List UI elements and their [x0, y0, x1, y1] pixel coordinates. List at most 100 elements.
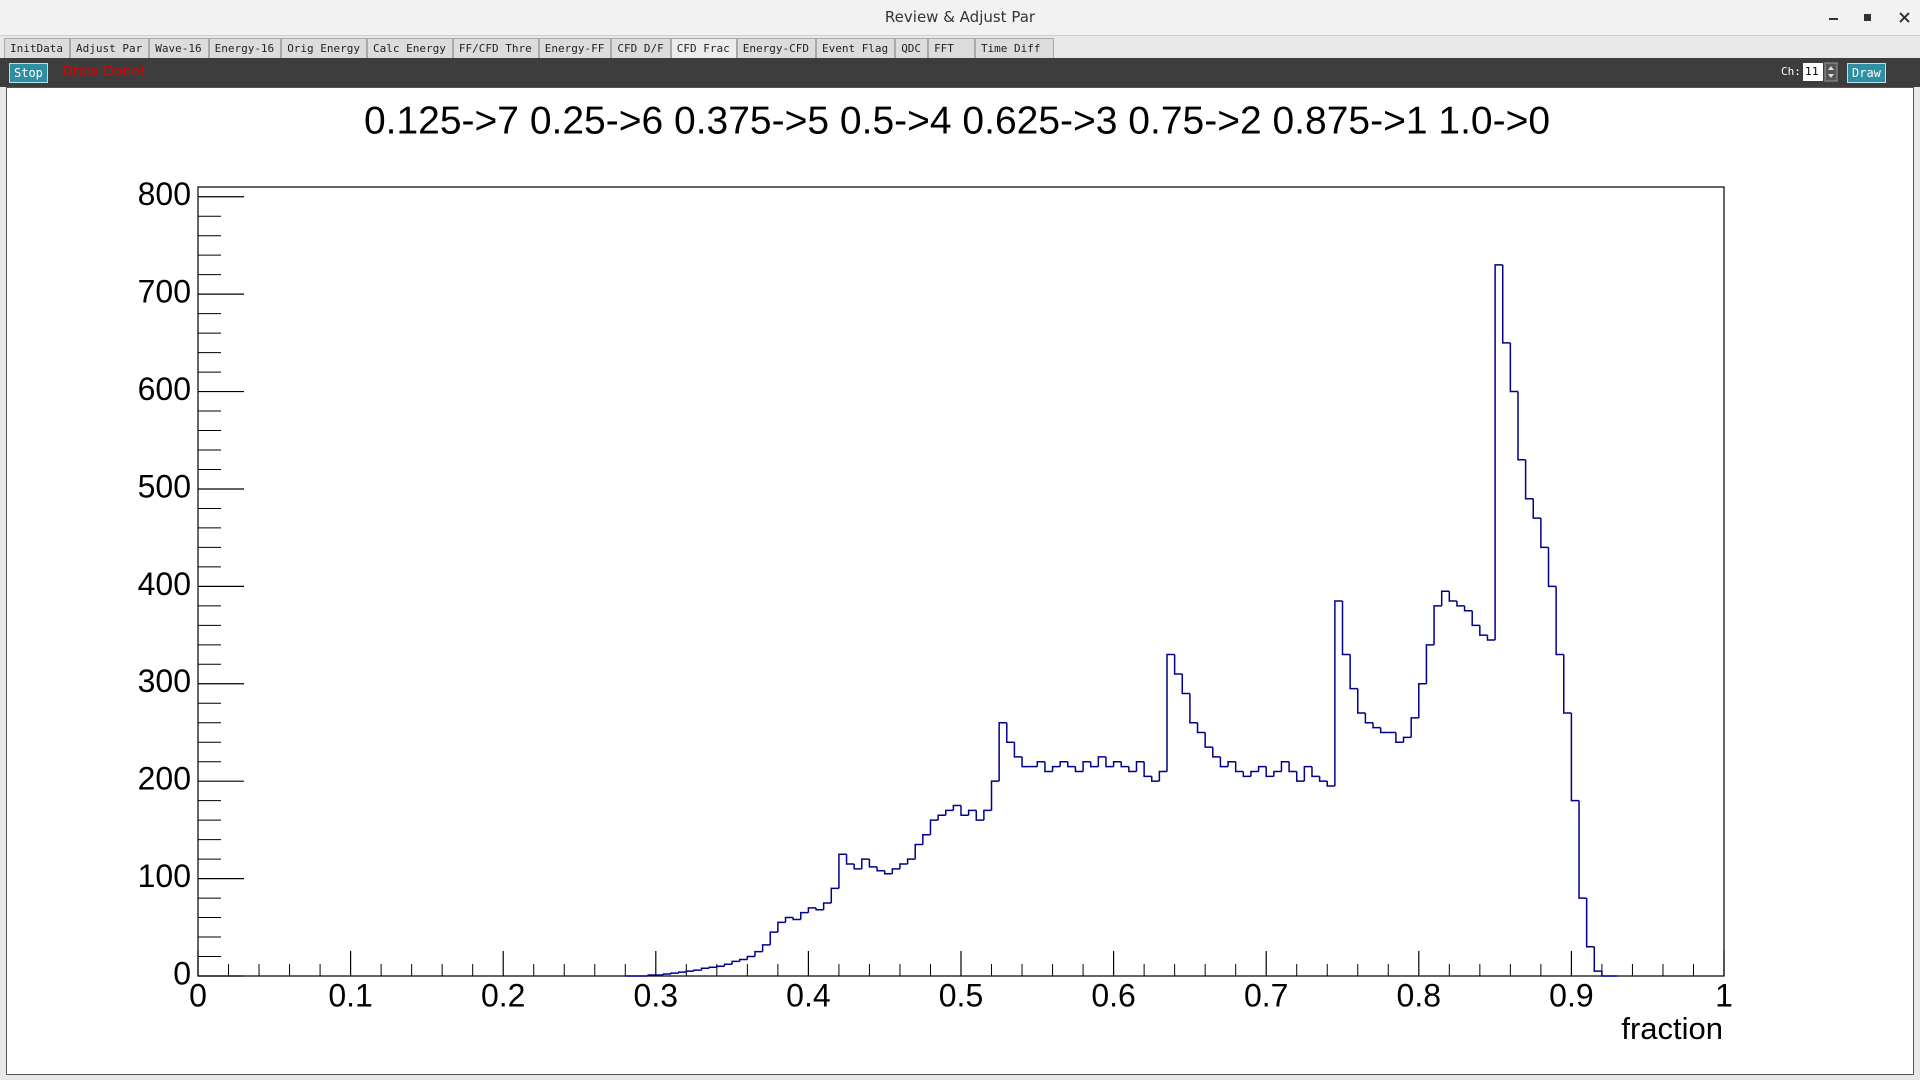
chart: 0.125->7 0.25->6 0.375->5 0.5->4 0.625->…: [138, 99, 1733, 1046]
histogram-step: [1486, 635, 1496, 641]
y-tick-label: 400: [138, 566, 191, 602]
histogram-step: [708, 966, 717, 969]
histogram-step: [838, 853, 847, 889]
x-tick-label: 0.5: [939, 977, 983, 1013]
histogram-step: [1341, 600, 1351, 656]
tab[interactable]: Adjust Par: [69, 38, 150, 58]
tab[interactable]: Wave-16: [149, 38, 209, 58]
x-tick-label: 1: [1715, 977, 1733, 1013]
histogram-step: [960, 805, 969, 817]
histogram-step: [876, 866, 885, 872]
histogram-step: [1234, 761, 1244, 773]
histogram-step: [761, 944, 771, 952]
histogram-step: [1372, 722, 1381, 729]
histogram-step: [1563, 654, 1572, 714]
histogram-step: [1189, 693, 1198, 724]
histogram-step: [868, 859, 878, 868]
tab-active[interactable]: CFD Frac: [670, 38, 737, 58]
histogram-step: [1318, 776, 1328, 782]
histogram-step: [1036, 760, 1045, 767]
histogram-step: [1425, 644, 1435, 684]
histogram-step: [1479, 625, 1488, 636]
stop-button[interactable]: Stop: [9, 63, 48, 83]
histogram-step: [700, 967, 710, 971]
histogram-step: [1501, 264, 1511, 344]
histogram-step: [777, 921, 786, 933]
histogram-step: [1074, 766, 1084, 773]
histogram-step: [731, 960, 740, 965]
tab[interactable]: QDC: [895, 38, 929, 58]
histogram-step: [822, 902, 832, 910]
histogram-step: [1006, 722, 1015, 743]
histogram-step: [1585, 898, 1595, 948]
histogram-step: [792, 917, 801, 921]
tab[interactable]: CFD D/F: [611, 38, 671, 58]
channel-label: Ch:: [1781, 65, 1801, 78]
histogram-step: [1250, 770, 1259, 777]
histogram-step: [929, 819, 939, 835]
histogram-step: [1532, 498, 1541, 519]
tab[interactable]: Energy-FF: [538, 38, 612, 58]
draw-button[interactable]: Draw: [1847, 63, 1886, 83]
histogram-step: [1257, 765, 1267, 772]
tab[interactable]: Calc Energy: [367, 38, 453, 58]
histogram-step: [967, 809, 977, 816]
histogram-step: [1212, 747, 1221, 758]
tab[interactable]: Time Diff: [974, 38, 1054, 58]
histogram-step: [1295, 771, 1305, 782]
histogram-step: [1517, 391, 1526, 461]
toolbar: Stop Draw Done! Ch: 11 Draw: [0, 58, 1920, 87]
tab[interactable]: InitData: [4, 38, 70, 58]
histogram-step: [1379, 727, 1389, 734]
y-tick-label: 200: [138, 761, 191, 797]
histogram-step: [952, 804, 961, 811]
histogram-step: [1021, 756, 1030, 768]
chart-title: 0.125->7 0.25->6 0.375->5 0.5->4 0.625->…: [364, 99, 1550, 142]
histogram-step: [1326, 781, 1335, 787]
histogram-step: [1166, 653, 1175, 772]
tab[interactable]: FF/CFD Thre: [452, 38, 539, 58]
histogram-step: [647, 974, 656, 976]
histogram-step: [1067, 761, 1076, 768]
histogram-step: [1196, 722, 1206, 734]
tab[interactable]: Energy-16: [208, 38, 282, 58]
histogram-step: [1547, 547, 1557, 588]
histogram-step: [1204, 732, 1213, 748]
tab[interactable]: Orig Energy: [281, 38, 368, 58]
histogram-step: [1410, 717, 1419, 738]
channel-input[interactable]: 11: [1803, 63, 1823, 81]
y-tick-label: 700: [138, 274, 191, 310]
tab[interactable]: FFT: [928, 38, 975, 58]
histogram-step: [1456, 600, 1465, 607]
histogram-step: [899, 863, 908, 869]
histogram-step: [662, 973, 672, 976]
histogram-step: [853, 863, 862, 870]
histogram-step: [769, 931, 778, 945]
histogram-step: [990, 780, 1000, 811]
histogram-step: [1051, 765, 1061, 772]
histogram-step: [1143, 761, 1152, 778]
histogram-step: [685, 970, 694, 973]
histogram-step: [1059, 760, 1068, 767]
x-axis-label: fraction: [1621, 1011, 1723, 1046]
tab[interactable]: Event Flag: [815, 38, 896, 58]
histogram-step: [937, 814, 946, 821]
y-tick-label: 600: [138, 371, 191, 407]
histogram-step: [1158, 770, 1168, 782]
x-tick-label: 0.4: [786, 977, 830, 1013]
spinner: [1824, 62, 1838, 82]
histogram-step: [1112, 760, 1122, 767]
maximize-button[interactable]: [1864, 14, 1871, 21]
histogram-step: [1105, 756, 1114, 768]
close-button[interactable]: [1899, 12, 1910, 23]
histogram-step: [1288, 761, 1297, 773]
status-text: Draw Done!: [62, 64, 146, 80]
x-tick-label: 0.6: [1091, 977, 1135, 1013]
histogram-step: [1357, 688, 1366, 714]
histogram-step: [1128, 766, 1137, 773]
histogram-step: [983, 809, 992, 821]
tab[interactable]: Energy-CFD: [736, 38, 816, 58]
spinner-box[interactable]: [1824, 62, 1838, 82]
histogram-step: [1471, 610, 1480, 627]
